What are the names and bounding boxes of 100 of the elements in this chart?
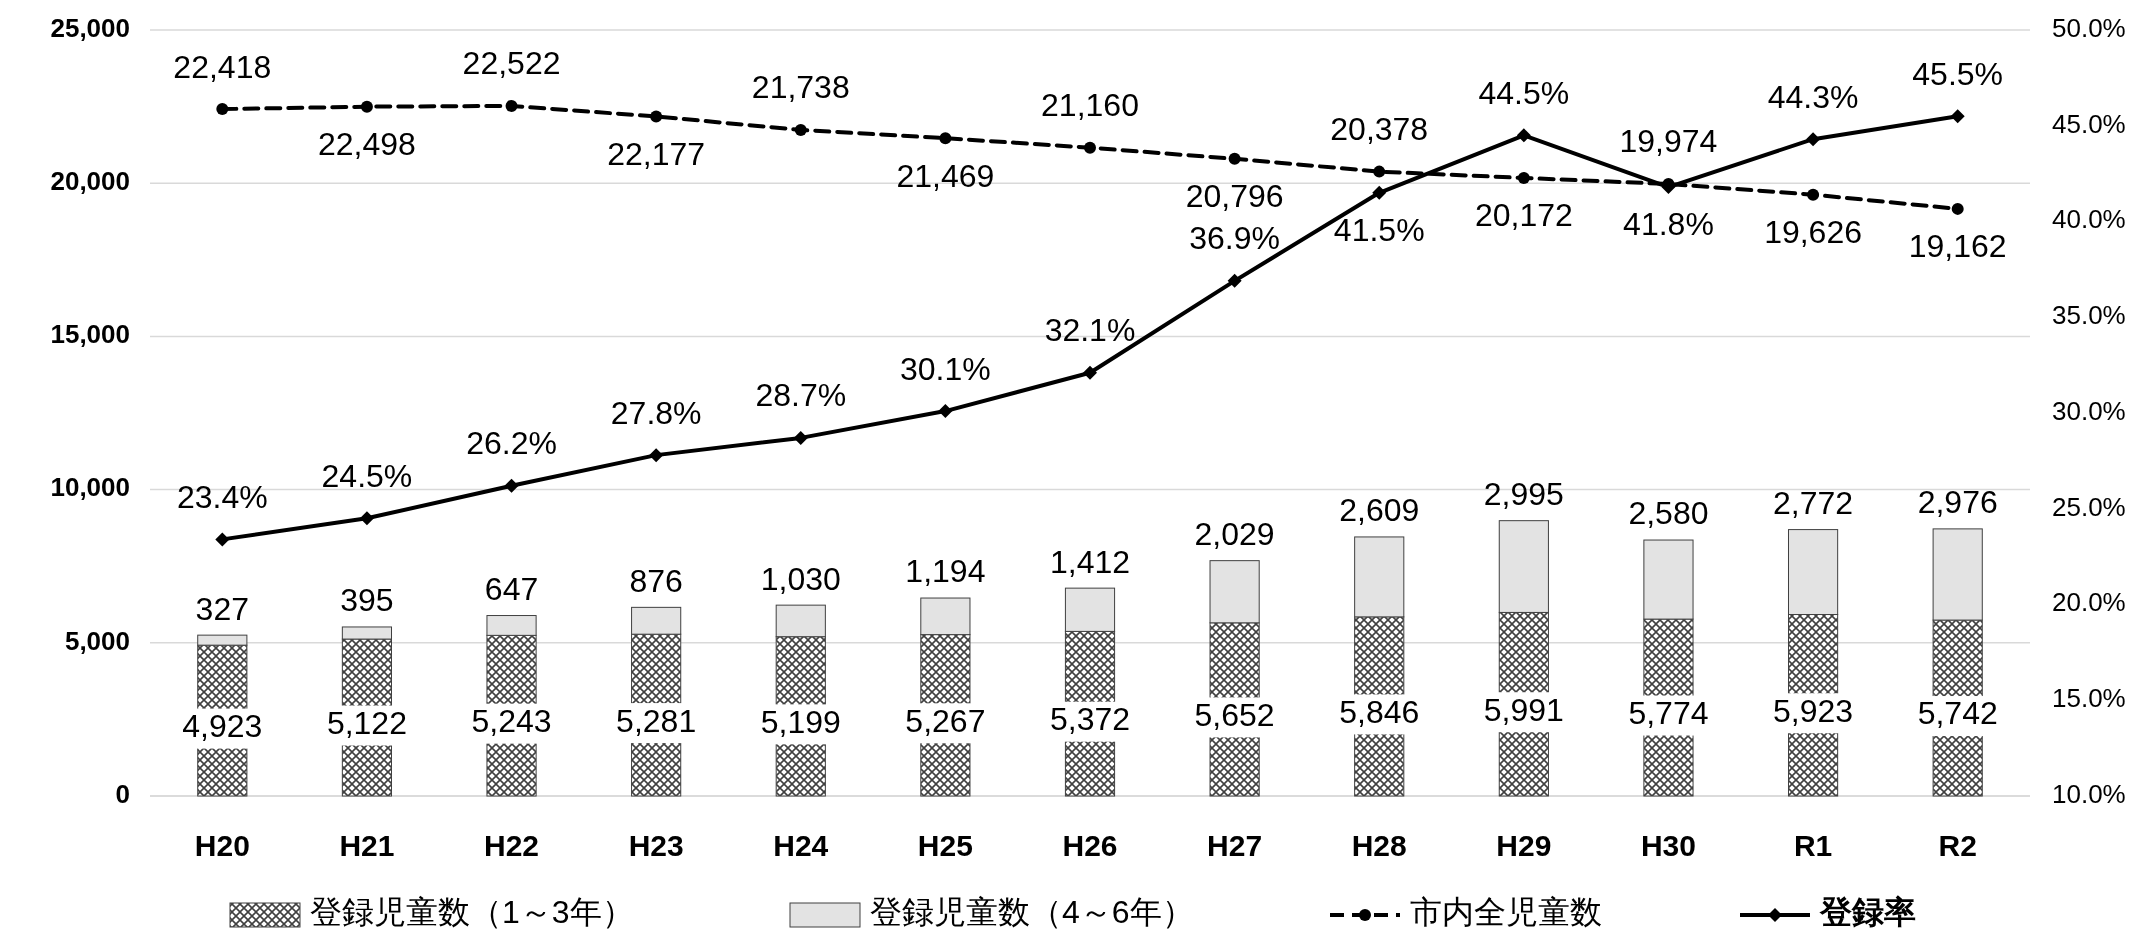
y2-tick-label: 50.0%	[2052, 12, 2126, 43]
point	[360, 100, 373, 113]
point	[794, 123, 807, 136]
data-label: 876	[629, 562, 683, 599]
point	[1807, 188, 1820, 201]
data-label: 2,995	[1483, 476, 1564, 513]
point	[1372, 185, 1387, 200]
data-label: 30.1%	[900, 350, 991, 387]
x-tick-label: H23	[628, 828, 684, 862]
data-label: 19,626	[1764, 214, 1863, 251]
point	[505, 99, 518, 112]
data-label: 1,030	[760, 560, 841, 597]
data-label: 5,122	[326, 704, 407, 741]
data-label: 28.7%	[755, 377, 847, 414]
y2-tick-label: 35.0%	[2052, 300, 2126, 331]
data-label: 5,281	[616, 702, 697, 739]
y-tick-label: 20,000	[50, 166, 130, 197]
x-tick-label: R2	[1938, 828, 1977, 862]
data-label: 44.3%	[1767, 78, 1859, 115]
legend-label: 登録児童数（1～3年）	[310, 894, 634, 931]
point	[1227, 273, 1242, 288]
y-tick-label: 15,000	[50, 319, 130, 350]
data-label: 22,522	[462, 45, 561, 82]
point	[1084, 141, 1096, 154]
y-tick-label: 25,000	[50, 12, 130, 43]
y-tick-label: 0	[115, 778, 130, 809]
data-label: 19,162	[1908, 228, 2007, 265]
point	[1951, 202, 1964, 215]
data-label: 2,976	[1917, 484, 1998, 521]
x-tick-label: H21	[339, 828, 395, 862]
data-label: 41.5%	[1333, 212, 1425, 249]
y2-tick-label: 40.0%	[2052, 204, 2126, 235]
point	[216, 103, 229, 116]
data-label: 2,580	[1628, 495, 1709, 532]
x-tick-label: H26	[1062, 828, 1118, 862]
data-label: 5,652	[1194, 696, 1275, 733]
y-tick-label: 5,000	[64, 625, 130, 656]
x-tick-label: H29	[1496, 828, 1552, 862]
data-label: 1,412	[1049, 543, 1131, 580]
y2-tick-label: 45.0%	[2052, 108, 2126, 139]
data-label: 5,846	[1339, 693, 1420, 730]
y2-tick-label: 20.0%	[2052, 587, 2126, 618]
point	[649, 448, 664, 463]
data-label: 20,796	[1185, 178, 1284, 215]
y2-tick-label: 10.0%	[2052, 778, 2126, 809]
data-label: 26.2%	[466, 425, 557, 462]
data-label: 19,974	[1619, 123, 1718, 160]
x-tick-label: H24	[773, 828, 829, 862]
data-label: 24.5%	[321, 457, 413, 494]
data-label: 21,160	[1041, 87, 1139, 124]
data-label: 21,469	[896, 157, 995, 194]
data-label: 4,923	[182, 708, 263, 745]
x-tick-label: H28	[1351, 828, 1407, 862]
x-tick-label: H30	[1640, 828, 1696, 862]
point	[1373, 165, 1386, 178]
data-label: 327	[195, 590, 249, 627]
data-label: 5,923	[1773, 692, 1854, 729]
x-tick-label: H20	[194, 828, 250, 862]
data-label: 32.1%	[1044, 312, 1136, 349]
point	[650, 110, 663, 123]
data-label: 5,742	[1917, 695, 1998, 732]
y2-tick-label: 15.0%	[2052, 683, 2126, 714]
point	[1950, 109, 1965, 124]
point	[1228, 152, 1241, 165]
point	[1517, 171, 1530, 184]
legend-label: 市内全児童数	[1410, 894, 1602, 931]
x-tick-label: H22	[484, 828, 540, 862]
y-tick-label: 10,000	[50, 472, 130, 503]
data-label: 45.5%	[1912, 55, 2004, 92]
data-label: 2,029	[1194, 516, 1275, 553]
data-label: 5,991	[1483, 691, 1564, 728]
data-label: 5,267	[905, 702, 986, 739]
x-tick-label: H25	[917, 828, 973, 862]
data-label: 2,772	[1773, 485, 1854, 522]
point	[939, 132, 952, 145]
point	[504, 478, 519, 493]
x-tick-label: R1	[1793, 828, 1833, 862]
data-label: 22,418	[173, 48, 272, 85]
point	[793, 430, 808, 445]
data-label: 20,378	[1330, 111, 1429, 148]
point	[938, 404, 953, 419]
y2-tick-label: 30.0%	[2052, 395, 2126, 426]
data-label: 21,738	[751, 69, 850, 106]
data-label: 5,199	[760, 703, 841, 740]
data-label: 22,498	[317, 126, 416, 163]
data-label: 22,177	[607, 135, 706, 172]
data-label: 5,774	[1628, 695, 1709, 731]
data-label: 27.8%	[610, 394, 702, 431]
legend-label: 登録児童数（4～6年）	[870, 894, 1194, 931]
data-label: 5,372	[1049, 701, 1131, 738]
legend-label: 登録率	[1819, 894, 1916, 931]
data-label: 41.8%	[1623, 206, 1714, 243]
data-label: 5,243	[471, 703, 552, 740]
data-label: 44.5%	[1478, 74, 1570, 111]
point	[1083, 365, 1097, 380]
point	[215, 532, 230, 547]
data-label: 2,609	[1339, 492, 1420, 529]
point	[1806, 132, 1821, 147]
x-tick-label: H27	[1207, 828, 1263, 862]
point	[1516, 128, 1531, 143]
